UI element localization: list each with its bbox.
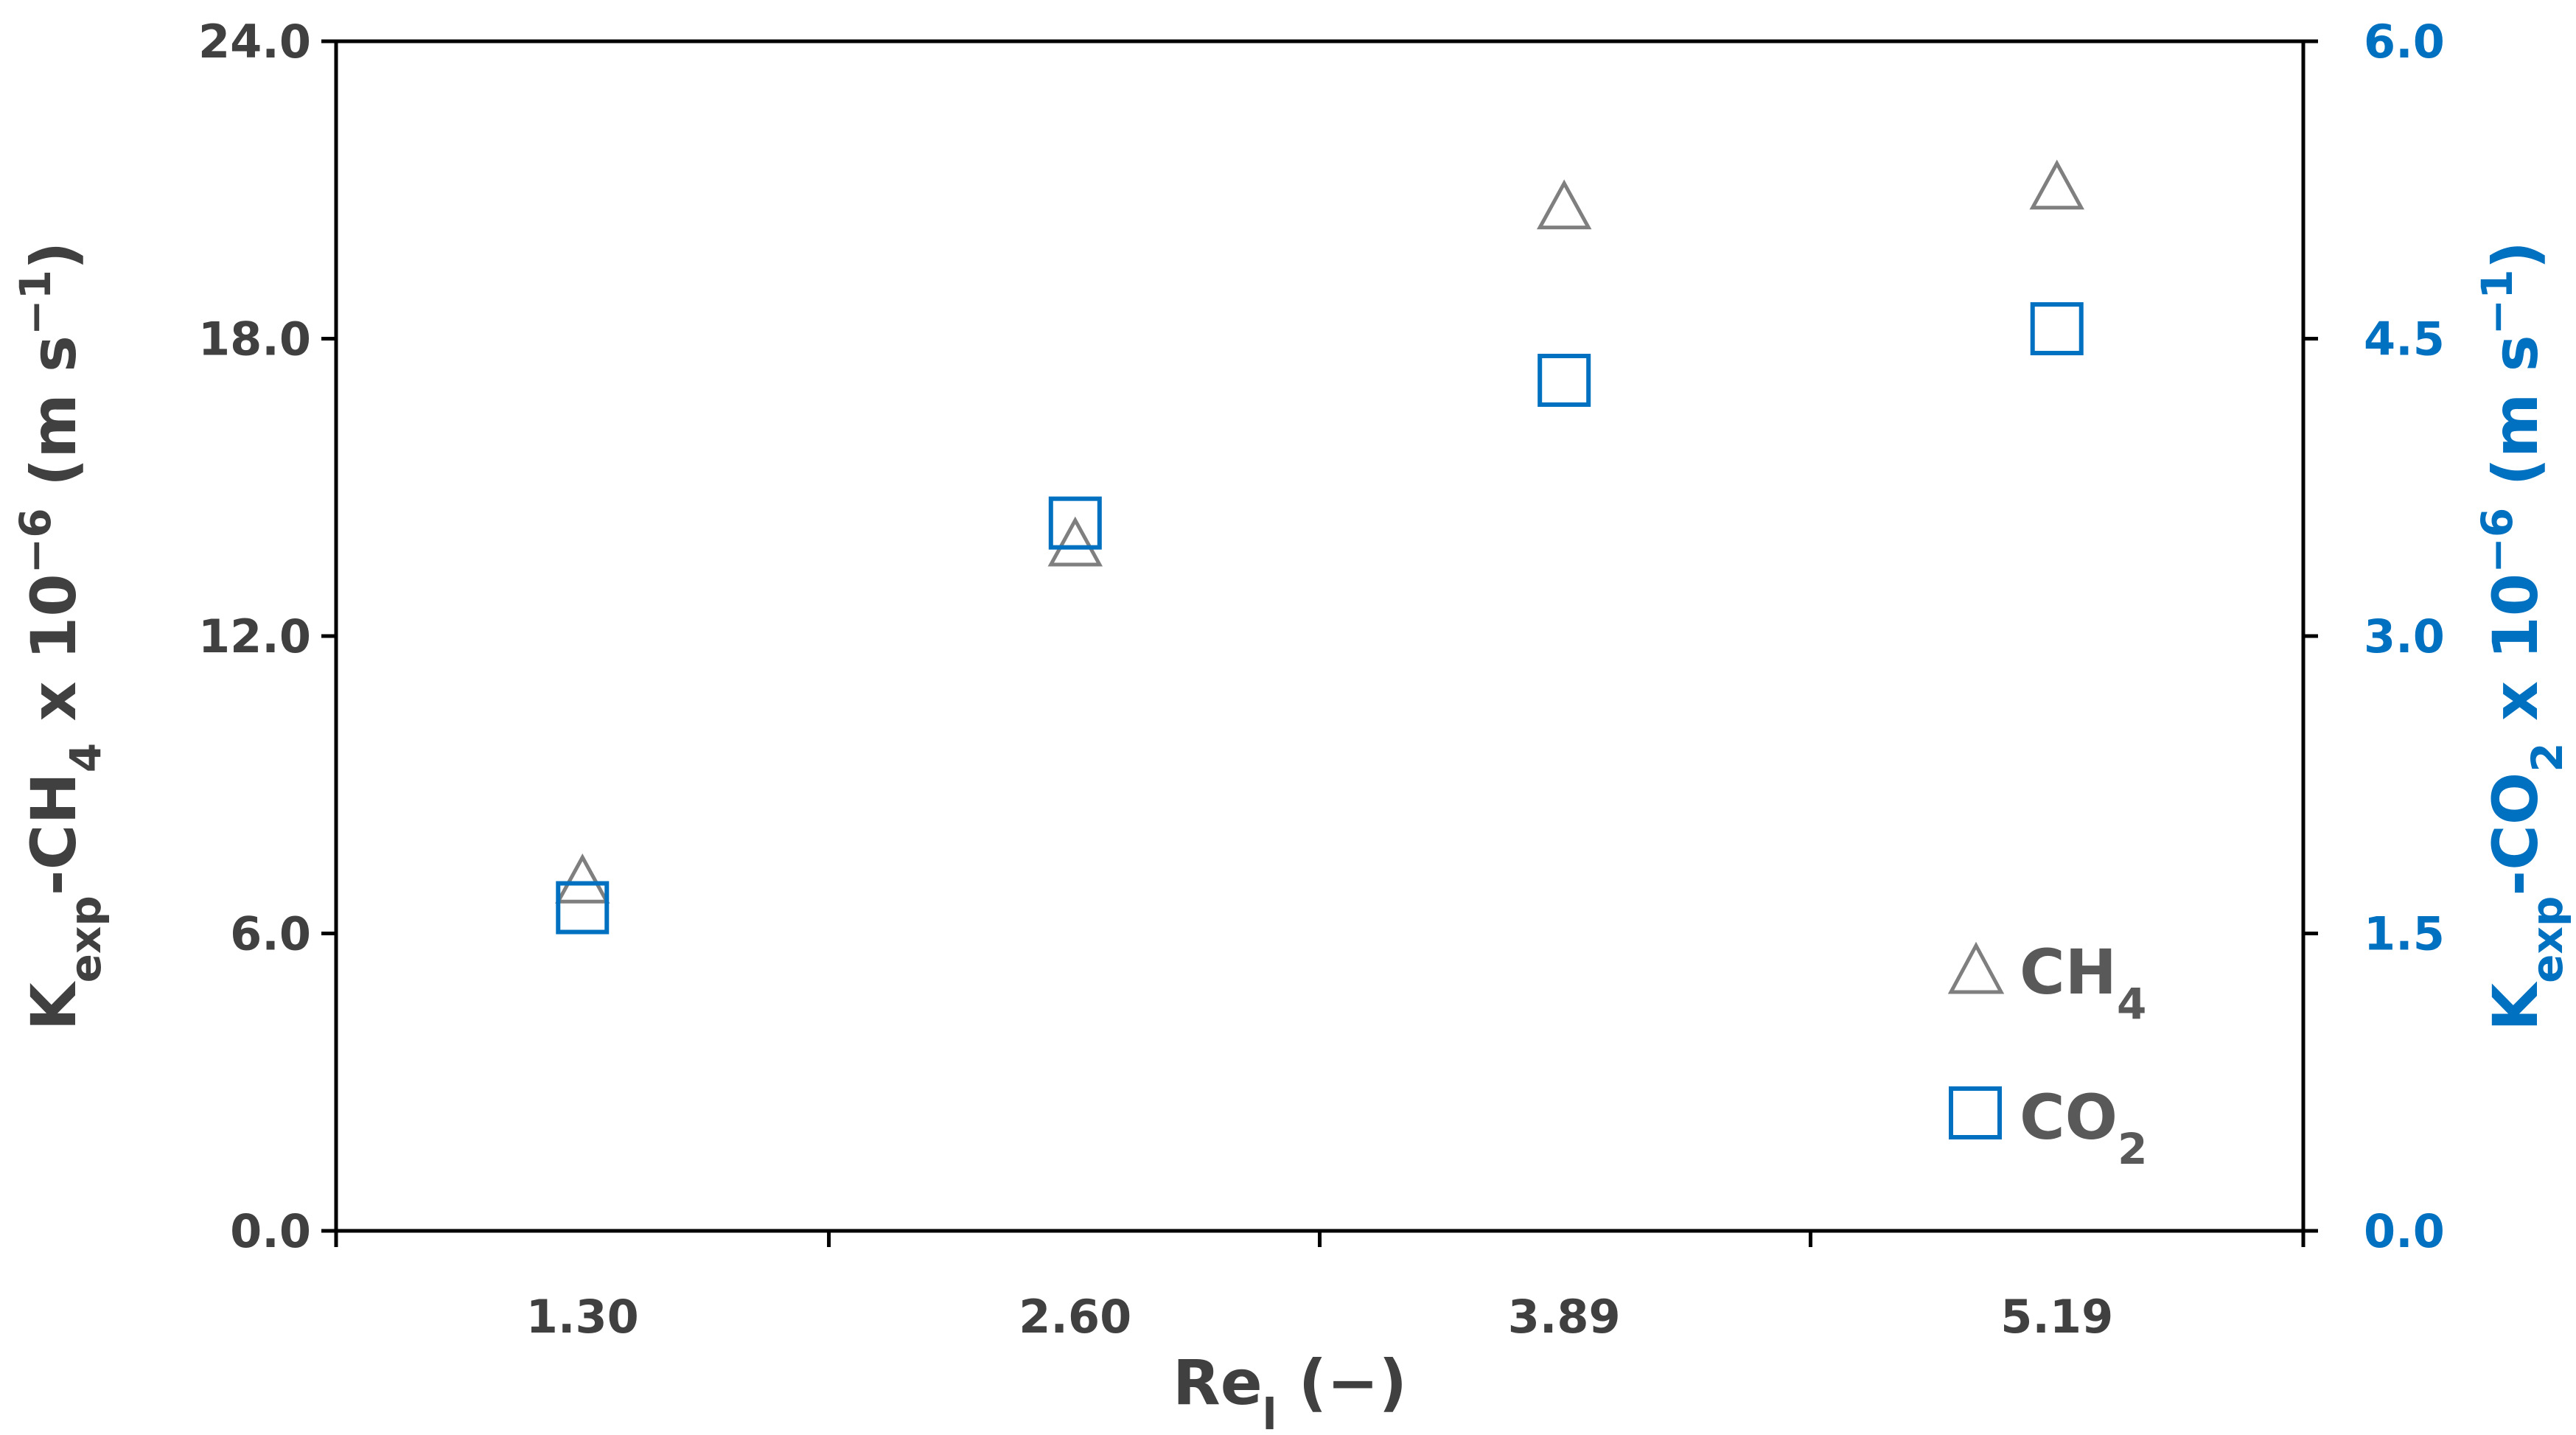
x-tick-label: 2.60 xyxy=(1019,1290,1131,1344)
x-tick-label: 1.30 xyxy=(526,1290,639,1344)
ch4-data-point xyxy=(1536,179,1592,230)
right-y-tick-label: 3.0 xyxy=(2364,610,2445,663)
co2-data-point xyxy=(1048,496,1102,550)
x-tick-label: 3.89 xyxy=(1508,1290,1621,1344)
ch4-data-point xyxy=(1047,516,1103,567)
left-y-axis-title: Kexp-CH4 x 10−6 (m s−1) xyxy=(10,242,111,1031)
legend-label-co2: CO2 xyxy=(2020,1081,2147,1174)
right-y-tick-label: 1.5 xyxy=(2364,907,2445,961)
right-y-tick-label: 4.5 xyxy=(2364,313,2445,366)
data-markers xyxy=(555,159,2084,935)
ch4-data-point xyxy=(2029,159,2084,210)
x-axis-title: Rel (−) xyxy=(1173,1347,1407,1431)
left-y-tick-label: 6.0 xyxy=(230,907,311,961)
legend: CH4 CO2 xyxy=(1947,936,2147,1174)
left-y-tick-label: 12.0 xyxy=(198,610,311,663)
legend-label-ch4: CH4 xyxy=(2020,936,2146,1029)
right-y-tick-label: 0.0 xyxy=(2364,1204,2445,1258)
co2-data-point xyxy=(1537,353,1591,407)
right-y-axis-title: Kexp-CO2 x 10−6 (m s−1) xyxy=(2472,241,2572,1031)
legend-triangle-marker xyxy=(1947,941,2005,994)
co2-data-point xyxy=(2030,302,2084,356)
x-tick-label: 5.19 xyxy=(2000,1290,2113,1344)
left-y-tick-label: 24.0 xyxy=(198,15,311,69)
left-y-tick-label: 18.0 xyxy=(198,313,311,366)
right-y-tick-label: 6.0 xyxy=(2364,15,2445,69)
tick-marks xyxy=(321,39,2318,1247)
left-y-tick-label: 0.0 xyxy=(230,1204,311,1258)
legend-square-marker xyxy=(1949,1086,2002,1139)
tick-labels: 0.0 6.0 12.0 18.0 24.0 0.0 1.5 3.0 4.5 6.0 1.30 2.6… xyxy=(198,15,2445,1344)
ch4-data-point xyxy=(555,853,610,904)
co2-data-point xyxy=(556,881,610,935)
